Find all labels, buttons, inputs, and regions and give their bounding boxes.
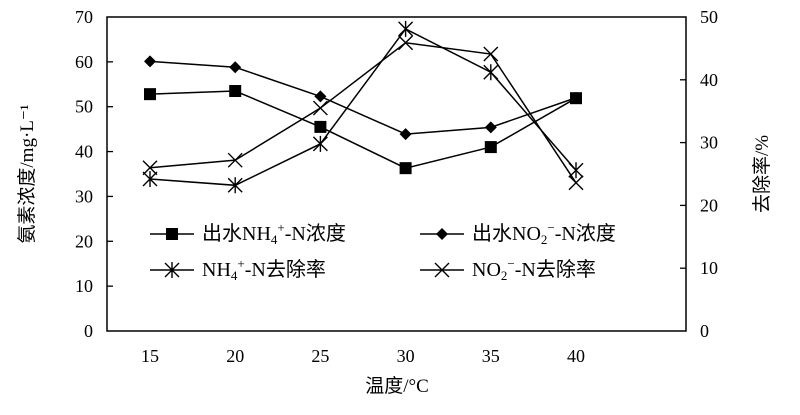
legend-marker-cross <box>434 262 450 278</box>
series-line <box>149 60 577 135</box>
x-tick-label: 35 <box>482 346 500 366</box>
data-point-diamond <box>314 90 327 103</box>
left-y-tick-label: 0 <box>84 321 93 341</box>
left-y-tick-label: 20 <box>75 231 93 251</box>
legend-label: NO2−-N去除率 <box>472 256 596 283</box>
right-y-tick-label: 0 <box>700 321 709 341</box>
data-point-diamond <box>399 128 412 141</box>
x-tick-label: 40 <box>567 346 585 366</box>
data-point-asterisk <box>142 171 158 188</box>
series-diamond <box>144 55 582 141</box>
legend-marker-asterisk <box>164 262 180 278</box>
data-point-asterisk <box>227 177 243 194</box>
left-y-tick-label: 60 <box>75 52 93 72</box>
left-y-tick-label: 30 <box>75 186 93 206</box>
data-point-square <box>314 120 327 133</box>
legend-label: 出水NO2−-N浓度 <box>472 220 616 247</box>
data-point-cross <box>483 46 499 62</box>
data-point-square <box>229 85 242 98</box>
data-point-cross <box>398 35 414 51</box>
legend-item: 出水NO2−-N浓度 <box>420 220 616 247</box>
series-square <box>144 85 582 175</box>
x-tick-label: 30 <box>397 346 415 366</box>
data-point-diamond <box>484 121 497 134</box>
series-cross <box>142 35 584 191</box>
left-y-axis-label: 氨素浓度/mg·L⁻¹ <box>16 104 38 244</box>
series-line <box>149 41 577 184</box>
data-point-asterisk <box>483 64 499 81</box>
right-y-tick-label: 10 <box>700 258 718 278</box>
legend-marker-square <box>166 228 178 240</box>
left-y-tick-label: 50 <box>75 97 93 117</box>
x-tick-label: 15 <box>141 346 159 366</box>
data-point-square <box>399 162 412 175</box>
data-point-diamond <box>570 91 582 104</box>
data-point-square <box>484 141 497 154</box>
legend-label: NH4+-N去除率 <box>202 256 326 283</box>
data-point-asterisk <box>398 20 414 37</box>
right-y-axis-label: 去除率/% <box>751 135 773 213</box>
right-y-tick-label: 50 <box>700 7 718 27</box>
right-y-tick-label: 20 <box>700 195 718 215</box>
data-point-cross <box>568 175 584 191</box>
series-line <box>149 27 577 187</box>
data-point-cross <box>227 152 243 168</box>
left-y-tick-label: 70 <box>75 7 93 27</box>
legend-item: 出水NH4+-N浓度 <box>150 220 346 247</box>
x-tick-label: 25 <box>311 346 329 366</box>
legend-item: NH4+-N去除率 <box>150 256 326 283</box>
left-y-tick-label: 10 <box>75 276 93 296</box>
right-y-tick-label: 30 <box>700 133 718 153</box>
plot-frame <box>106 16 687 332</box>
left-y-tick-label: 40 <box>75 142 93 162</box>
right-y-tick-label: 40 <box>700 70 718 90</box>
data-point-asterisk <box>312 135 328 152</box>
data-point-cross <box>142 160 158 176</box>
x-tick-label: 20 <box>226 346 244 366</box>
x-axis-label: 温度/°C <box>365 375 429 397</box>
legend-marker-diamond <box>436 228 448 240</box>
data-point-diamond <box>229 61 242 74</box>
series-line <box>149 90 577 169</box>
data-point-diamond <box>144 55 156 68</box>
legend-item: NO2−-N去除率 <box>420 256 596 283</box>
legend-label: 出水NH4+-N浓度 <box>202 220 346 247</box>
data-point-cross <box>312 100 328 116</box>
series-asterisk <box>142 20 584 194</box>
data-point-square <box>144 88 156 101</box>
